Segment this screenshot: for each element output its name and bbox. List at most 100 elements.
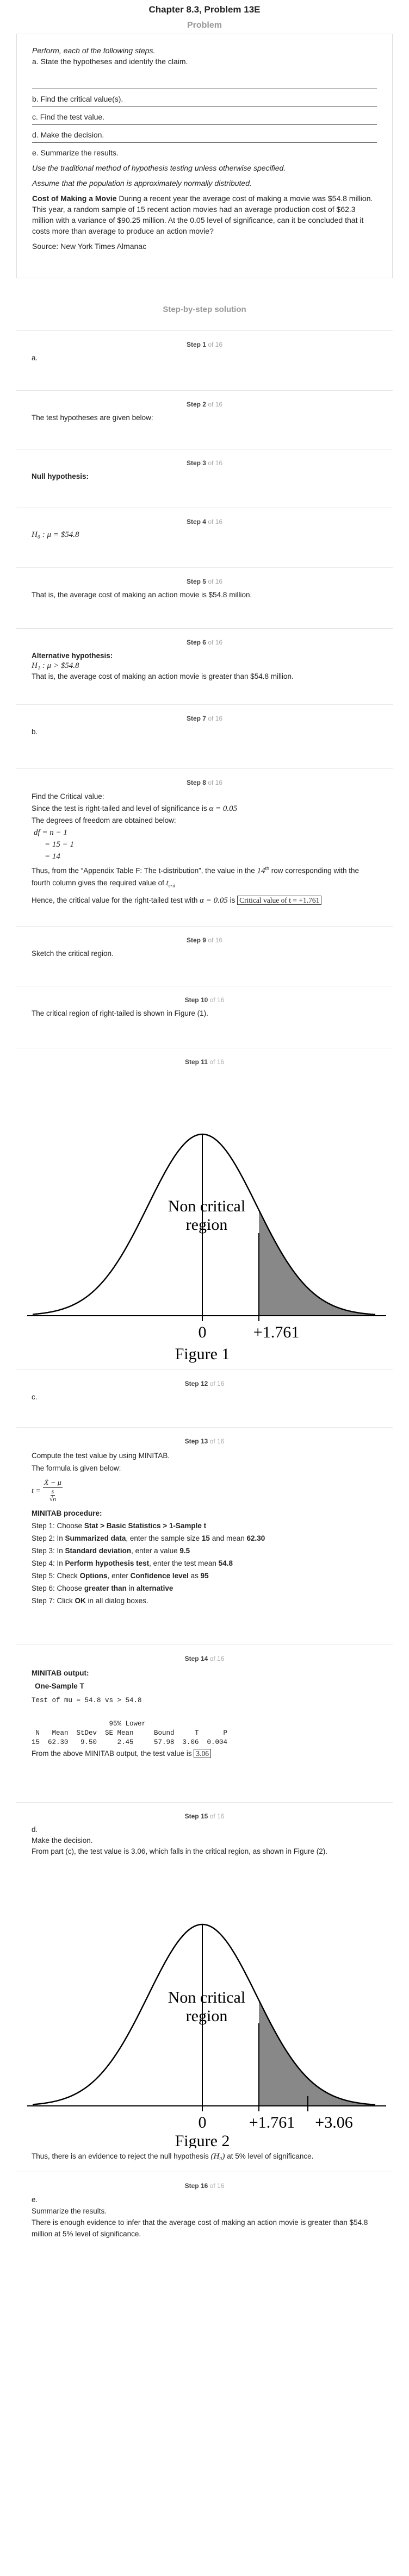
step-2: Step 2 of 16 The test hypotheses are giv… [16, 390, 393, 449]
output-sub: One-Sample T [35, 1682, 84, 1690]
problem-part-e: e. Summarize the results. [32, 148, 119, 157]
minitab-output-line: 95% Lower [32, 1720, 146, 1728]
problem-part-c: c. Find the test value. [32, 112, 105, 121]
step-text: Compute the test value by using MINITAB. [32, 1452, 170, 1460]
problem-body: During a recent year the average cost of… [32, 194, 373, 235]
step-text: Null hypothesis: [32, 472, 89, 480]
step-header: Step 9 of 16 [186, 936, 223, 944]
step-text: Thus, from the “Appendix Table F: The t-… [32, 866, 360, 889]
step-header: Step 15 of 16 [184, 1812, 225, 1820]
step-text: That is, the average cost of making an a… [32, 672, 294, 680]
step-text: Summarize the results. [32, 2207, 107, 2215]
figure-caption: Figure 1 [175, 1345, 230, 1363]
step-13: Step 13 of 16 Compute the test value by … [16, 1427, 393, 1645]
tick-label: 0 [199, 2114, 207, 2131]
problem-note-normal: Assume that the population is approximat… [32, 179, 252, 187]
chapter-title: Chapter 8.3, Problem 13E [148, 4, 261, 15]
procedure-head: MINITAB procedure: [32, 1509, 102, 1517]
step-text: Make the decision. [32, 1836, 93, 1845]
step-text: e. [32, 2196, 38, 2204]
step-header: Step 7 of 16 [186, 715, 223, 722]
step-text: c. [32, 1393, 38, 1401]
normal-curve [32, 1133, 376, 1316]
step-header: Step 6 of 16 [186, 639, 223, 646]
minitab-output-line: N Mean StDev SE Mean Bound T P [32, 1729, 228, 1737]
step-5: Step 5 of 16 That is, the average cost o… [16, 567, 393, 628]
step-header: Step 14 of 16 [184, 1655, 225, 1662]
figure-caption: Figure 2 [175, 2132, 230, 2148]
divider [32, 124, 377, 125]
procedure-step: Step 2: In Summarized data, enter the sa… [32, 1534, 265, 1542]
critical-region [259, 2000, 375, 2106]
tick-label: +3.06 [315, 2114, 352, 2131]
step-header: Step 5 of 16 [186, 578, 223, 585]
problem-intro: Perform, each of the following steps. [32, 46, 156, 55]
procedure-step: Step 7: Click OK in all dialog boxes. [32, 1597, 148, 1605]
problem-box: Perform, each of the following steps. a.… [16, 34, 393, 278]
procedure-step: Step 3: In Standard deviation, enter a v… [32, 1547, 190, 1555]
problem-source: Source: New York Times Almanac [32, 242, 147, 251]
problem-part-d: d. Make the decision. [32, 130, 104, 139]
step-text: Sketch the critical region. [32, 949, 114, 958]
step-text: The test hypotheses are given below: [32, 414, 153, 422]
problem-statement: Cost of Making a Movie During a recent y… [32, 193, 377, 236]
step-header: Step 2 of 16 [186, 401, 223, 408]
step-text: That is, the average cost of making an a… [32, 591, 252, 599]
step-14: Step 14 of 16 MINITAB output: One-Sample… [16, 1645, 393, 1802]
step-header: Step 8 of 16 [186, 779, 223, 786]
df-line: df = n − 1 [34, 828, 67, 837]
critical-value-box: Critical value of t = +1.761 [237, 896, 322, 905]
step-12: Step 12 of 16 c. [16, 1370, 393, 1427]
alt-hypothesis: H₁ : μ > $54.8 [32, 661, 79, 670]
step-header: Step 3 of 16 [186, 459, 223, 467]
step-text: From part (c), the test value is 3.06, w… [32, 1847, 327, 1855]
step-header: Step 11 of 16 [184, 1058, 225, 1066]
step-9: Step 9 of 16 Sketch the critical region. [16, 926, 393, 986]
procedure-step: Step 5: Check Options, enter Confidence … [32, 1572, 209, 1580]
test-value-box: 3.06 [194, 1749, 212, 1758]
step-11: Step 11 of 16 Non critical region 0 +1.7… [16, 1048, 393, 1370]
t-formula: t = X̄ − μ s √n [32, 1479, 63, 1503]
region-label: region [186, 1216, 228, 1234]
step-text: d. [32, 1825, 38, 1834]
tick-label: 0 [199, 1323, 207, 1341]
procedure-step: Step 4: In Perform hypothesis test, ente… [32, 1559, 233, 1567]
df-line: = 14 [45, 852, 60, 861]
step-header: Step 10 of 16 [184, 996, 225, 1004]
step-text: There is enough evidence to infer that t… [32, 2218, 368, 2238]
problem-note-method: Use the traditional method of hypothesis… [32, 164, 286, 172]
step-text: b. [32, 728, 38, 736]
step-header: Step 16 of 16 [184, 2182, 225, 2190]
minitab-output-line: 15 62.30 9.50 2.45 57.98 3.06 0.004 [32, 1739, 228, 1746]
step-header: Step 4 of 16 [186, 518, 223, 526]
step-1: Step 1 of 16 a. [16, 330, 393, 390]
problem-part-b: b. Find the critical value(s). [32, 95, 123, 103]
step-text: Since the test is right-tailed and level… [32, 804, 238, 813]
alt-hypothesis-head: Alternative hypothesis: [32, 652, 113, 660]
step-text: The formula is given below: [32, 1464, 121, 1472]
region-label: Non critical [168, 1197, 245, 1215]
problem-part-a: a. State the hypotheses and identify the… [32, 57, 188, 66]
problem-bold-title: Cost of Making a Movie [32, 194, 117, 203]
step-4: Step 4 of 16 H₀ : μ = $54.8 [16, 508, 393, 567]
solution-heading: Step-by-step solution [163, 305, 246, 314]
step-text: From the above MINITAB output, the test … [32, 1747, 377, 1760]
critical-region [259, 1210, 375, 1316]
step-10: Step 10 of 16 The critical region of rig… [16, 986, 393, 1048]
region-label: region [186, 2007, 228, 2025]
step-text: Hence, the critical value for the right-… [32, 895, 377, 906]
step-text: The degrees of freedom are obtained belo… [32, 816, 176, 824]
step-6: Step 6 of 16 Alternative hypothesis: H₁ … [16, 628, 393, 704]
step-text: Find the Critical value: [32, 792, 104, 801]
step-3: Step 3 of 16 Null hypothesis: [16, 449, 393, 508]
procedure-step: Step 6: Choose greater than in alternati… [32, 1584, 173, 1592]
output-head: MINITAB output: [32, 1669, 89, 1677]
step-text: a. [32, 354, 38, 362]
null-hypothesis: H₀ : μ = $54.8 [32, 530, 79, 539]
region-label: Non critical [168, 1989, 245, 2006]
step-8: Step 8 of 16 Find the Critical value: Si… [16, 768, 393, 926]
figure-2: Non critical region 0 +1.761 +3.06 Figur… [27, 1923, 386, 2150]
step-text: Thus, there is an evidence to reject the… [32, 2152, 314, 2161]
tick-label: +1.761 [249, 2114, 295, 2131]
